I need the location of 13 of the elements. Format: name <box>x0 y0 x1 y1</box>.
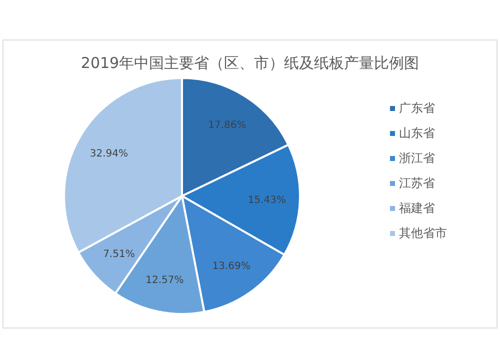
legend-label: 山东省 <box>399 126 435 140</box>
legend-label: 江苏省 <box>399 176 435 190</box>
data-label: 7.51% <box>103 248 135 260</box>
legend-label: 浙江省 <box>399 151 435 165</box>
data-label: 17.86% <box>208 120 246 132</box>
data-label: 15.43% <box>248 195 286 206</box>
chart-title: 2019年中国主要省（区、市）纸及纸板产量比例图 <box>80 54 420 72</box>
legend-label: 广东省 <box>399 101 435 115</box>
data-label: 32.94% <box>90 148 128 160</box>
legend-label: 福建省 <box>399 201 435 215</box>
data-label: 12.57% <box>146 275 184 286</box>
legend-label: 其他省市 <box>399 226 447 240</box>
data-label: 13.69% <box>212 261 250 272</box>
